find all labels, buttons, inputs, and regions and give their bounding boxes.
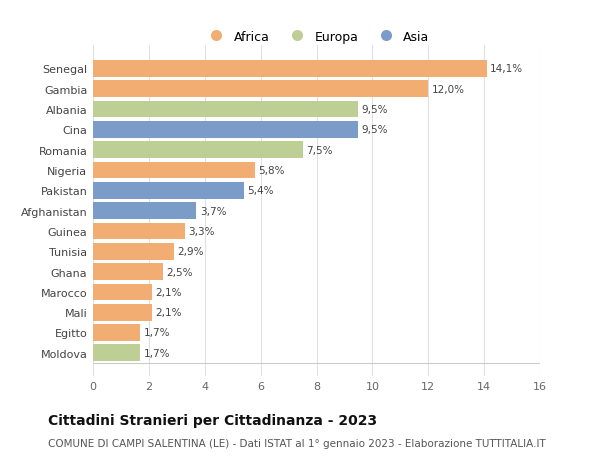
- Text: 2,5%: 2,5%: [166, 267, 193, 277]
- Text: 1,7%: 1,7%: [144, 328, 170, 338]
- Text: 7,5%: 7,5%: [306, 146, 332, 155]
- Bar: [93, 101, 358, 118]
- Text: 9,5%: 9,5%: [362, 105, 388, 115]
- Text: 1,7%: 1,7%: [144, 348, 170, 358]
- Text: 12,0%: 12,0%: [431, 84, 464, 95]
- Text: 2,1%: 2,1%: [155, 308, 182, 318]
- Text: 14,1%: 14,1%: [490, 64, 523, 74]
- Text: 2,1%: 2,1%: [155, 287, 182, 297]
- Text: 3,3%: 3,3%: [188, 226, 215, 236]
- Bar: [93, 325, 140, 341]
- Bar: [93, 304, 152, 321]
- Bar: [93, 162, 255, 179]
- Bar: [93, 203, 196, 219]
- Bar: [93, 81, 428, 98]
- Legend: Africa, Europa, Asia: Africa, Europa, Asia: [199, 26, 434, 49]
- Text: COMUNE DI CAMPI SALENTINA (LE) - Dati ISTAT al 1° gennaio 2023 - Elaborazione TU: COMUNE DI CAMPI SALENTINA (LE) - Dati IS…: [48, 438, 546, 448]
- Bar: [93, 243, 174, 260]
- Text: 5,8%: 5,8%: [259, 166, 285, 176]
- Bar: [93, 183, 244, 199]
- Text: 9,5%: 9,5%: [362, 125, 388, 135]
- Bar: [93, 142, 302, 159]
- Text: Cittadini Stranieri per Cittadinanza - 2023: Cittadini Stranieri per Cittadinanza - 2…: [48, 413, 377, 427]
- Bar: [93, 284, 152, 301]
- Text: 5,4%: 5,4%: [247, 186, 274, 196]
- Bar: [93, 345, 140, 361]
- Bar: [93, 61, 487, 78]
- Bar: [93, 122, 358, 138]
- Bar: [93, 263, 163, 280]
- Text: 2,9%: 2,9%: [178, 246, 204, 257]
- Bar: [93, 223, 185, 240]
- Text: 3,7%: 3,7%: [200, 206, 226, 216]
